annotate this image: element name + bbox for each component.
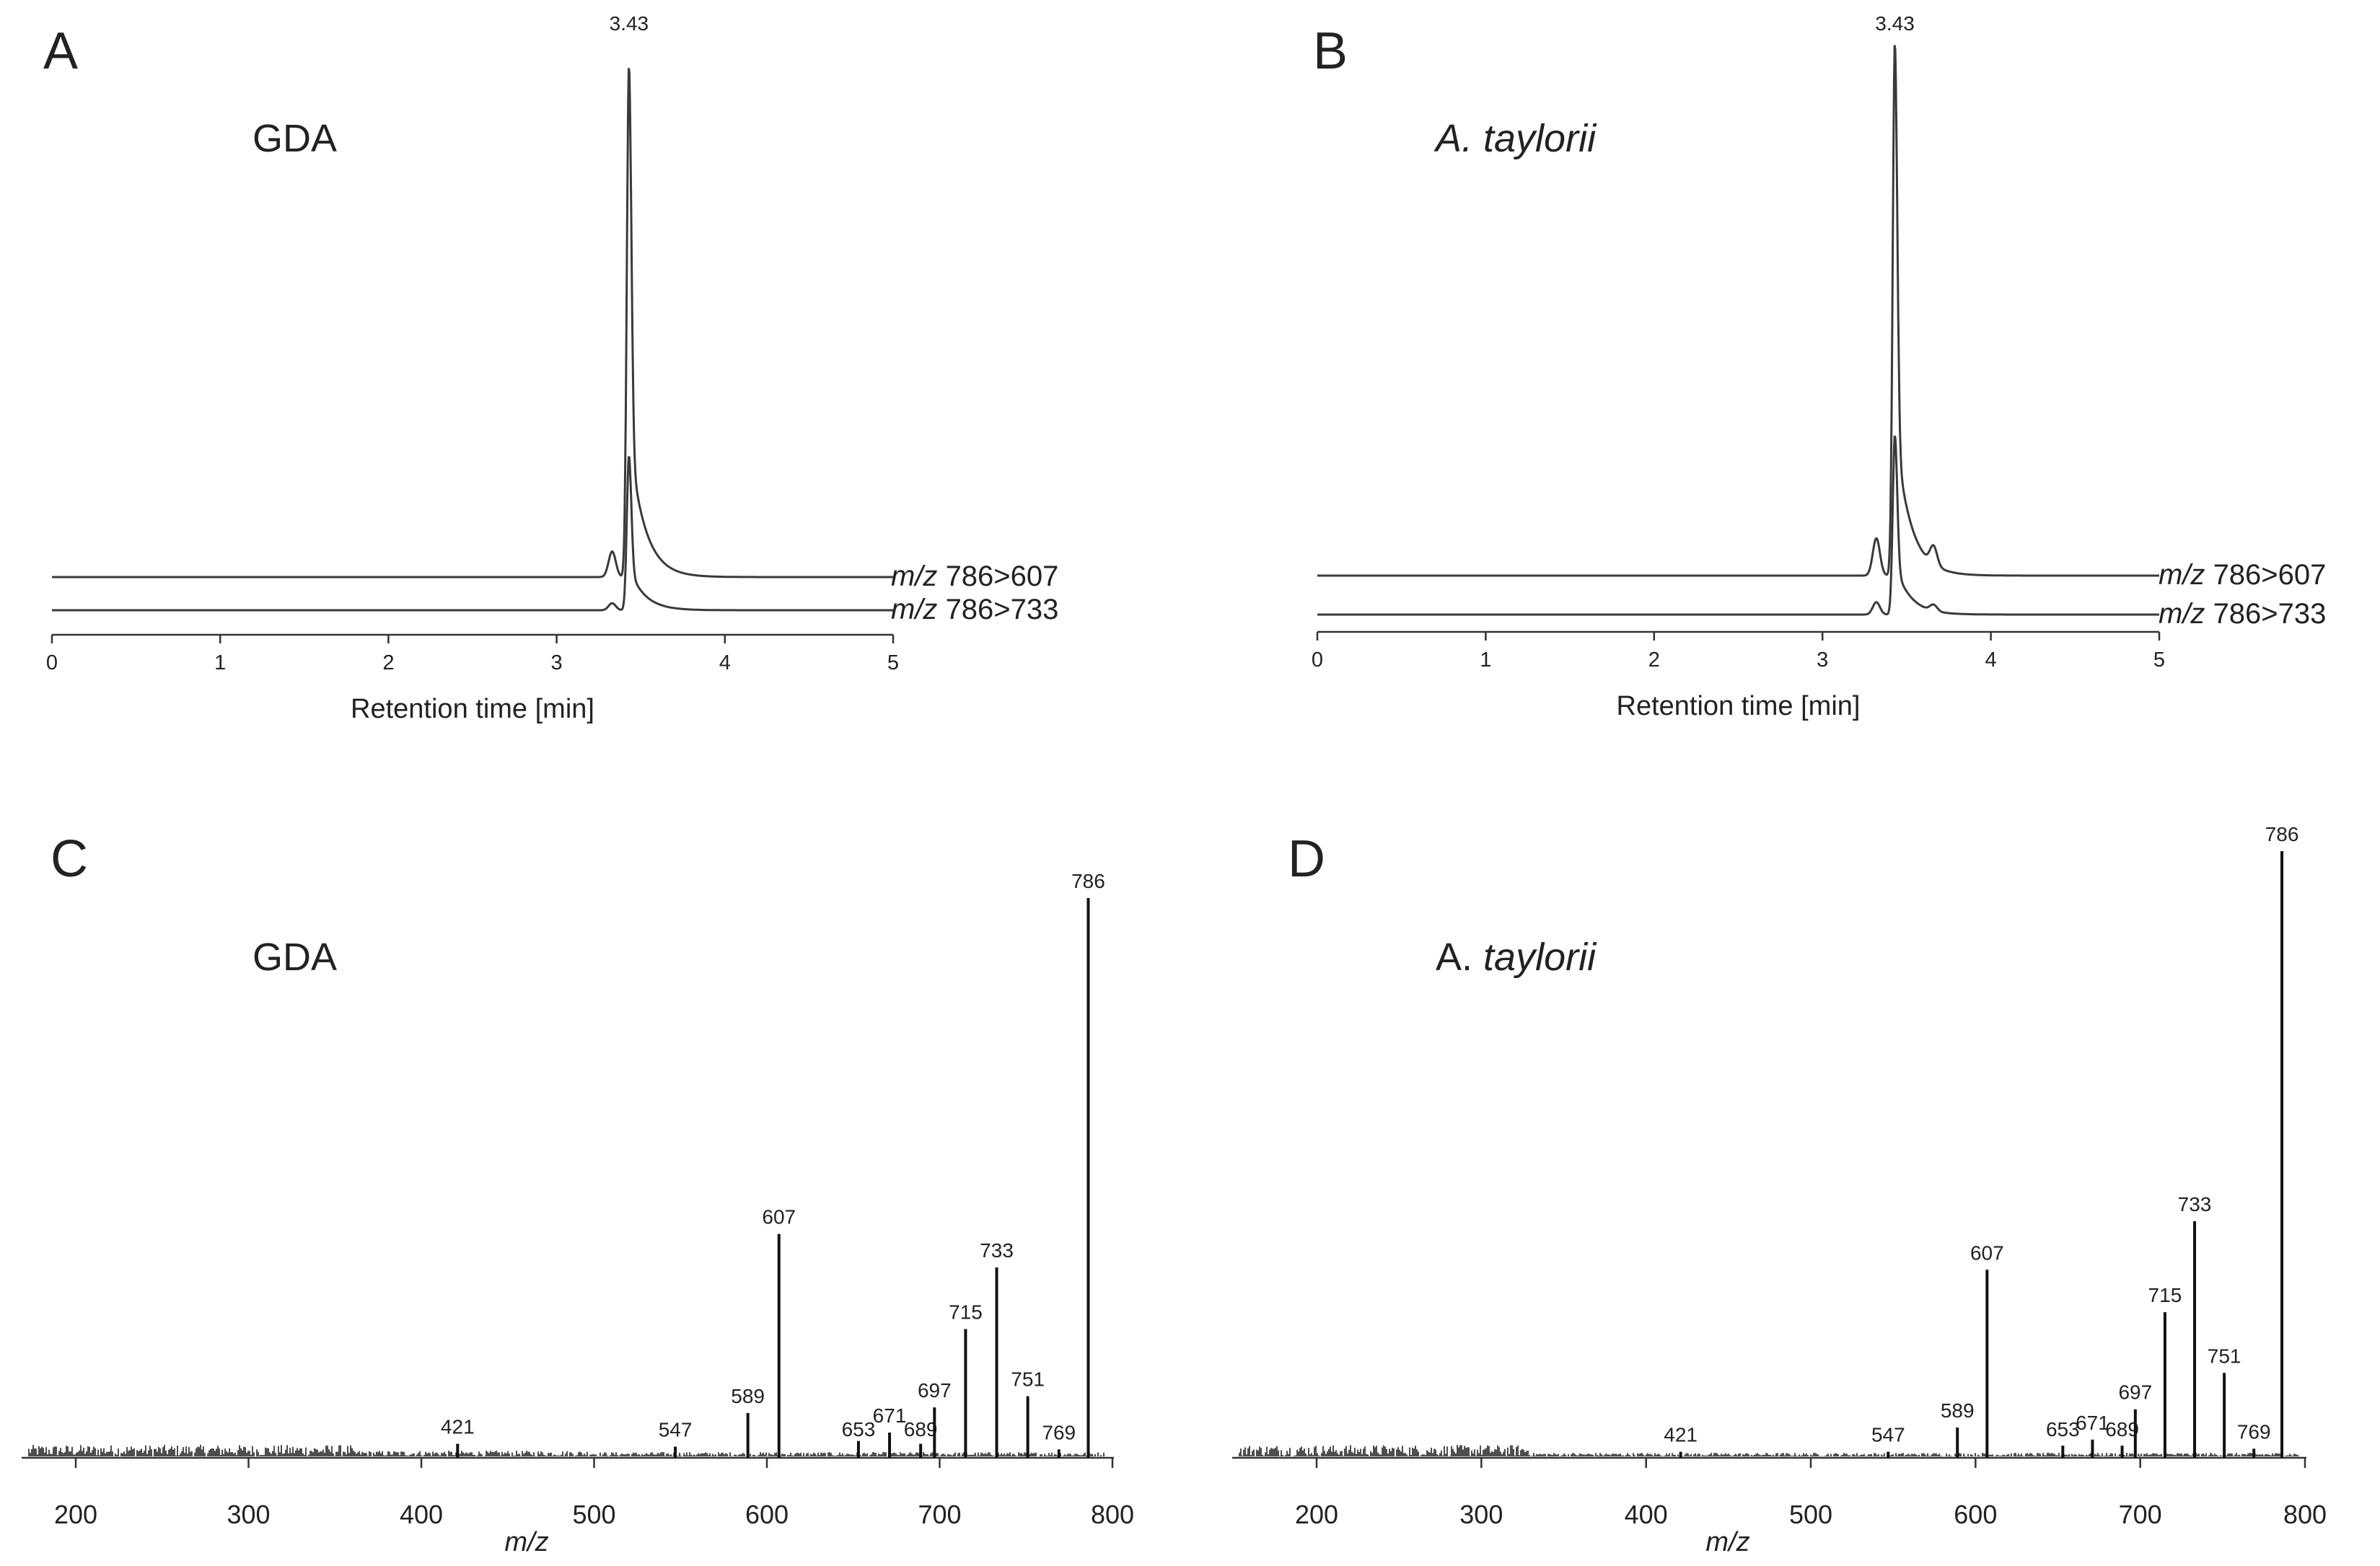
x-tick-label: 600 xyxy=(745,1500,789,1529)
sample-label: GDA xyxy=(253,117,337,160)
spectrum-peak-label: 715 xyxy=(2148,1284,2182,1306)
panel-b-chromatogram: B A. taylorii 0 1 2 3 4 5 Retention time [min]… xyxy=(1312,12,2326,721)
spectrum-peak-label: 589 xyxy=(1941,1399,1975,1422)
spectrum-peak-label: 421 xyxy=(441,1416,475,1438)
x-axis-title: Retention time [min] xyxy=(1617,691,1861,721)
spectrum-peak-label: 607 xyxy=(762,1206,796,1228)
chromatogram-trace xyxy=(1317,45,2159,577)
x-axis-title: m/z xyxy=(1705,1527,1749,1557)
x-tick-label: 3 xyxy=(1817,648,1828,672)
trace-label-transition: 786>607 xyxy=(946,560,1059,592)
spectrum-peak-label: 697 xyxy=(918,1379,952,1402)
sample-label-suffix: taylorii xyxy=(1483,936,1597,979)
spectrum-peak-label: 653 xyxy=(842,1418,876,1440)
spectrum-baseline-noise xyxy=(1239,1445,2299,1456)
spectrum-peak-label: 733 xyxy=(2178,1193,2212,1215)
chromatogram-trace xyxy=(52,68,893,579)
sample-label: A. taylorii xyxy=(1433,117,1597,160)
x-tick-label: 300 xyxy=(227,1500,270,1529)
x-tick-label: 5 xyxy=(2153,648,2165,672)
spectrum-peak-label: 421 xyxy=(1664,1424,1698,1446)
x-tick-label: 500 xyxy=(1789,1500,1832,1529)
x-tick-label: 500 xyxy=(572,1500,615,1529)
spectrum-peak-label: 733 xyxy=(980,1239,1014,1262)
sample-label-prefix: A. xyxy=(1436,936,1483,979)
spectrum-peak-label: 607 xyxy=(1970,1241,2004,1264)
spectrum-peak-label: 786 xyxy=(1071,870,1105,892)
x-tick-label: 2 xyxy=(1648,648,1660,672)
trace-label: m/z 786>733 xyxy=(2159,598,2326,630)
spectrum-peak-label: 653 xyxy=(2046,1418,2080,1440)
x-tick-label: 4 xyxy=(1985,648,1997,672)
x-tick-label: 2 xyxy=(382,651,394,674)
x-axis-title: Retention time [min] xyxy=(351,694,594,724)
panel-letter: B xyxy=(1313,22,1348,80)
x-tick-label: 0 xyxy=(46,651,58,674)
sample-label: A. taylorii xyxy=(1436,936,1597,979)
x-tick-label: 1 xyxy=(1480,648,1491,672)
panel-c-spectrum: C GDA 200 300 400 500 600 700 800 m/z 421 547 589 6… xyxy=(22,830,1134,1557)
x-tick-label: 600 xyxy=(1954,1500,1997,1529)
spectrum-peak-label: 715 xyxy=(949,1301,983,1324)
x-axis-title: m/z xyxy=(504,1527,548,1557)
spectrum-peak-label: 547 xyxy=(1871,1424,1905,1446)
spectrum-peak-label: 671 xyxy=(2076,1412,2109,1434)
trace-label: m/z 786>733 xyxy=(891,594,1058,625)
trace-label-mz: m/z xyxy=(891,560,937,592)
trace-label: m/z 786>607 xyxy=(891,560,1058,592)
spectrum-baseline-noise xyxy=(28,1445,1106,1456)
spectrum-peak-label: 689 xyxy=(2105,1418,2139,1440)
peak-rt-label: 3.43 xyxy=(610,12,649,35)
x-tick-label: 800 xyxy=(1091,1500,1134,1529)
spectrum-peak-label: 751 xyxy=(2208,1345,2241,1367)
x-tick-label: 5 xyxy=(887,651,899,674)
panel-d-spectrum: D A. taylorii 200 300 400 500 600 700 800 m/z 42… xyxy=(1232,823,2327,1557)
spectrum-peak-label: 671 xyxy=(873,1404,907,1427)
peak-rt-label: 3.43 xyxy=(1875,12,1915,35)
panel-letter: A xyxy=(43,22,78,80)
spectrum-peak-label: 769 xyxy=(1042,1421,1076,1443)
x-tick-label: 700 xyxy=(918,1500,961,1529)
x-tick-label: 700 xyxy=(2119,1500,2162,1529)
trace-label-mz: m/z xyxy=(2159,559,2205,591)
spectrum-peak-label: 769 xyxy=(2237,1420,2271,1443)
panel-letter: D xyxy=(1288,830,1325,888)
chromatogram-trace xyxy=(52,456,893,612)
x-tick-label: 400 xyxy=(400,1500,443,1529)
spectrum-peak-label: 751 xyxy=(1011,1368,1045,1391)
spectrum-peak-label: 697 xyxy=(2118,1381,2152,1404)
x-tick-label: 800 xyxy=(2283,1500,2327,1529)
trace-label-transition: 786>733 xyxy=(946,594,1059,625)
spectrum-peak-label: 589 xyxy=(731,1385,765,1407)
sample-label: GDA xyxy=(253,936,337,979)
x-tick-label: 400 xyxy=(1625,1500,1668,1529)
trace-label-mz: m/z xyxy=(891,594,937,625)
x-tick-label: 0 xyxy=(1312,648,1323,672)
spectrum-peak-label: 689 xyxy=(904,1418,938,1440)
panel-a-chromatogram: A GDA 0 1 2 3 4 5 Retention time [min] m/z 786>… xyxy=(43,12,1058,724)
x-tick-label: 200 xyxy=(54,1500,97,1529)
trace-label: m/z 786>607 xyxy=(2159,559,2326,591)
trace-label-mz: m/z xyxy=(2159,598,2205,630)
x-tick-label: 3 xyxy=(551,651,563,674)
trace-label-transition: 786>607 xyxy=(2213,559,2327,591)
spectrum-peak-label: 786 xyxy=(2265,823,2299,845)
trace-label-transition: 786>733 xyxy=(2213,598,2327,630)
x-tick-label: 4 xyxy=(719,651,731,674)
chromatogram-trace xyxy=(1317,435,2159,616)
x-tick-label: 300 xyxy=(1459,1500,1503,1529)
panel-letter: C xyxy=(51,830,88,888)
spectrum-peak-label: 547 xyxy=(659,1418,693,1440)
x-tick-label: 1 xyxy=(214,651,226,674)
x-tick-label: 200 xyxy=(1295,1500,1338,1529)
